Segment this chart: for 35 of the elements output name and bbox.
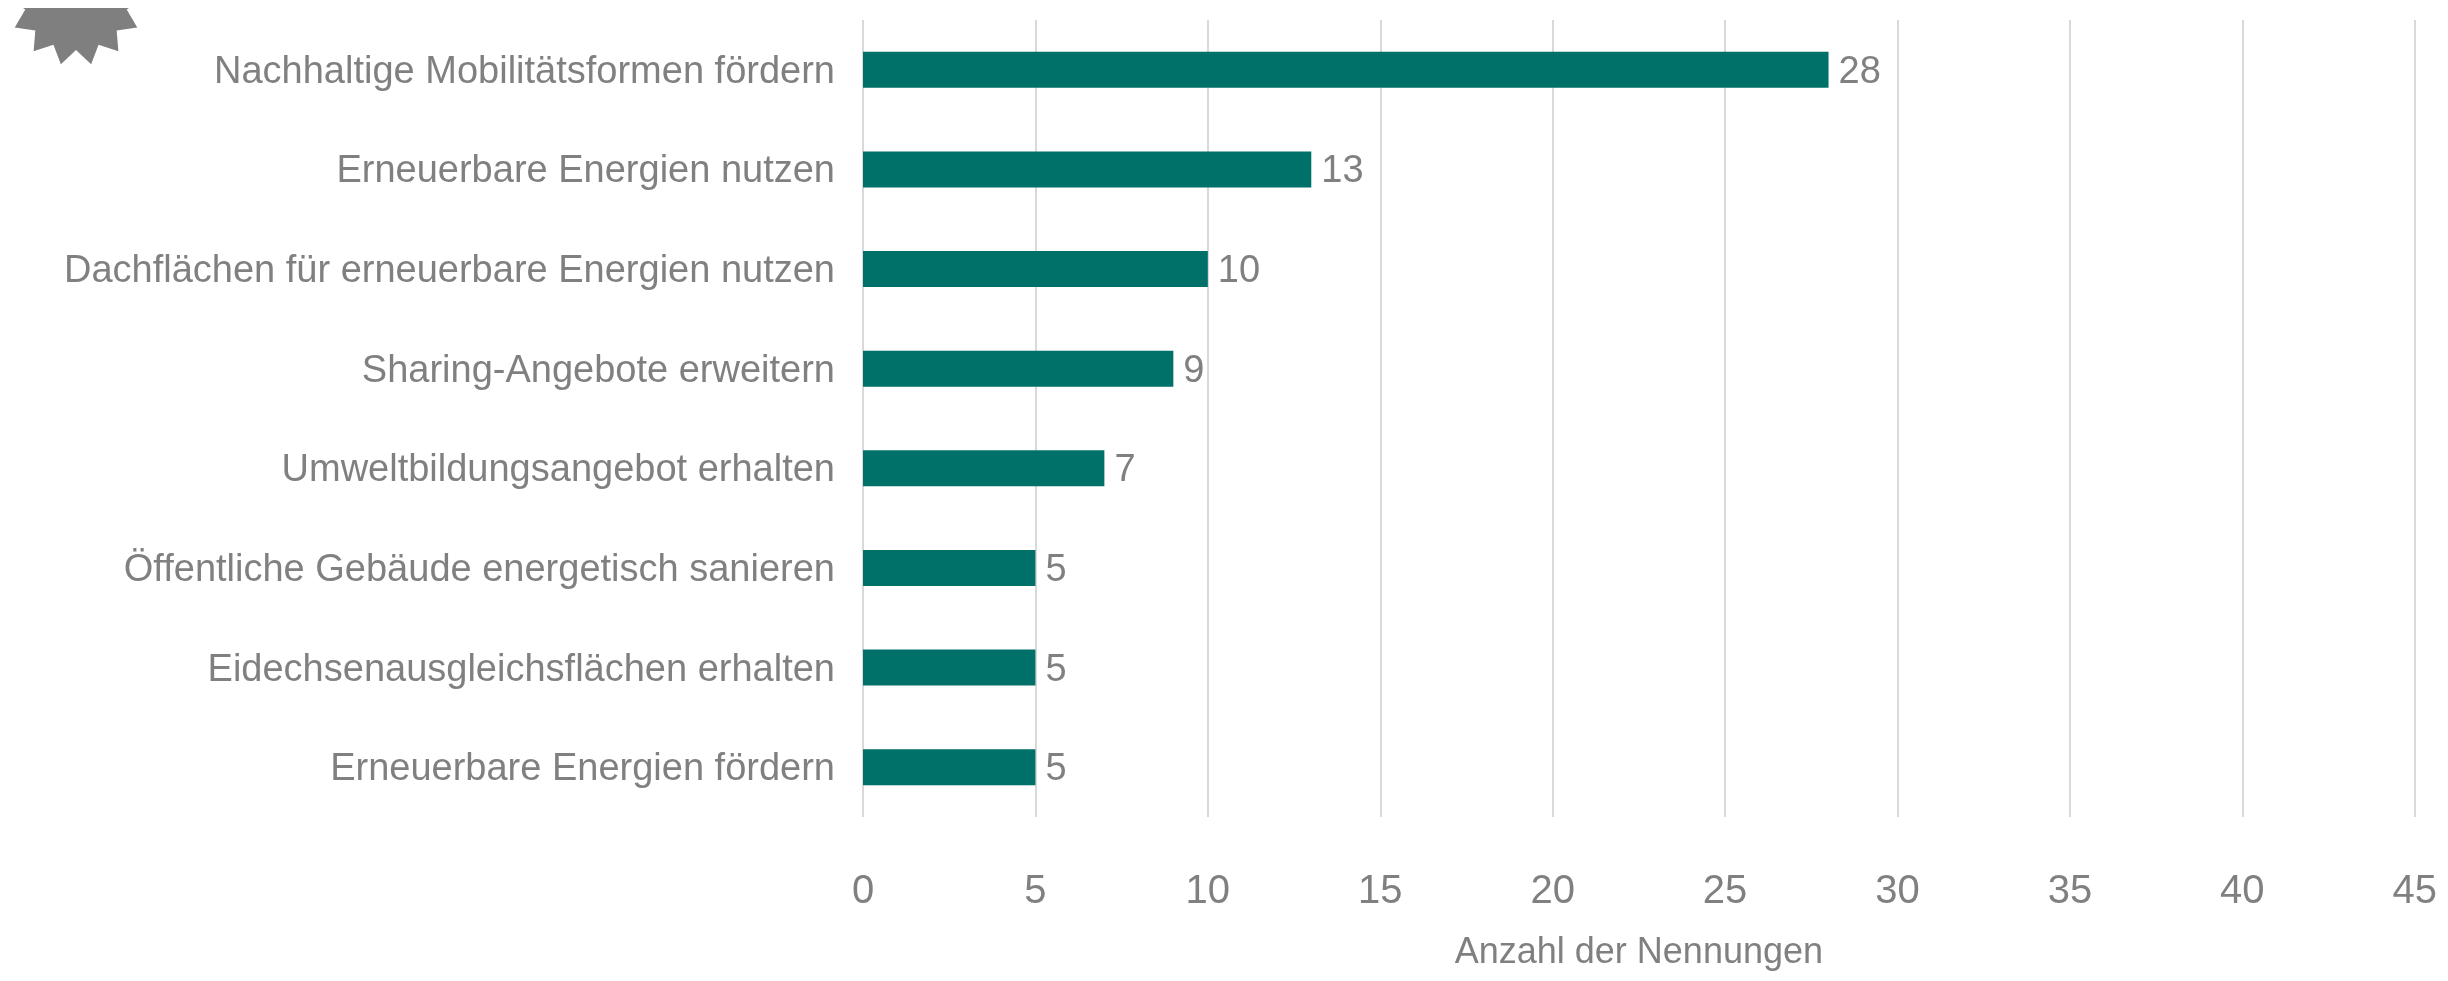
x-tick-label: 10: [1185, 867, 1231, 911]
data-label: 28: [1838, 48, 1881, 91]
data-label: 13: [1321, 148, 1364, 191]
bar: [863, 350, 1174, 387]
bar: [863, 51, 1829, 88]
y-tick-label: Öffentliche Gebäude energetisch sanieren: [123, 546, 835, 589]
x-tick-label: 40: [2220, 867, 2265, 911]
x-tick-label: 5: [1024, 867, 1047, 911]
x-tick-label: 30: [1875, 867, 1920, 911]
bar: [863, 450, 1105, 487]
data-label: 10: [1217, 248, 1261, 291]
x-tick-label: 45: [2392, 867, 2437, 911]
data-label: 5: [1045, 746, 1067, 789]
x-tick-label: 0: [851, 867, 875, 911]
y-tick-label: Erneuerbare Energien fördern: [330, 746, 835, 789]
x-tick-label: 20: [1530, 867, 1575, 911]
bar: [863, 251, 1208, 288]
y-tick-label: Umweltbildungsangebot erhalten: [281, 447, 835, 490]
y-tick-label: Sharing-Angebote erweitern: [361, 347, 835, 390]
bar: [863, 549, 1036, 586]
data-label: 5: [1045, 646, 1067, 689]
y-tick-label: Dachflächen für erneuerbare Energien nutzen: [63, 248, 835, 291]
bar: [863, 649, 1036, 686]
x-tick-label: 15: [1358, 867, 1403, 911]
data-label: 9: [1183, 347, 1205, 390]
x-axis-title: Anzahl der Nennungen: [1454, 929, 1824, 971]
x-tick-label: 25: [1702, 867, 1748, 911]
y-tick-label: Eidechsenausgleichsflächen erhalten: [207, 646, 835, 689]
bar: [863, 749, 1036, 786]
bar: [863, 151, 1312, 188]
data-label: 5: [1045, 546, 1067, 589]
data-label: 7: [1114, 447, 1136, 490]
x-tick-label: 35: [2047, 867, 2093, 911]
y-tick-label: Nachhaltige Mobilitätsformen fördern: [214, 48, 835, 91]
y-tick-label: Erneuerbare Energien nutzen: [336, 148, 835, 191]
